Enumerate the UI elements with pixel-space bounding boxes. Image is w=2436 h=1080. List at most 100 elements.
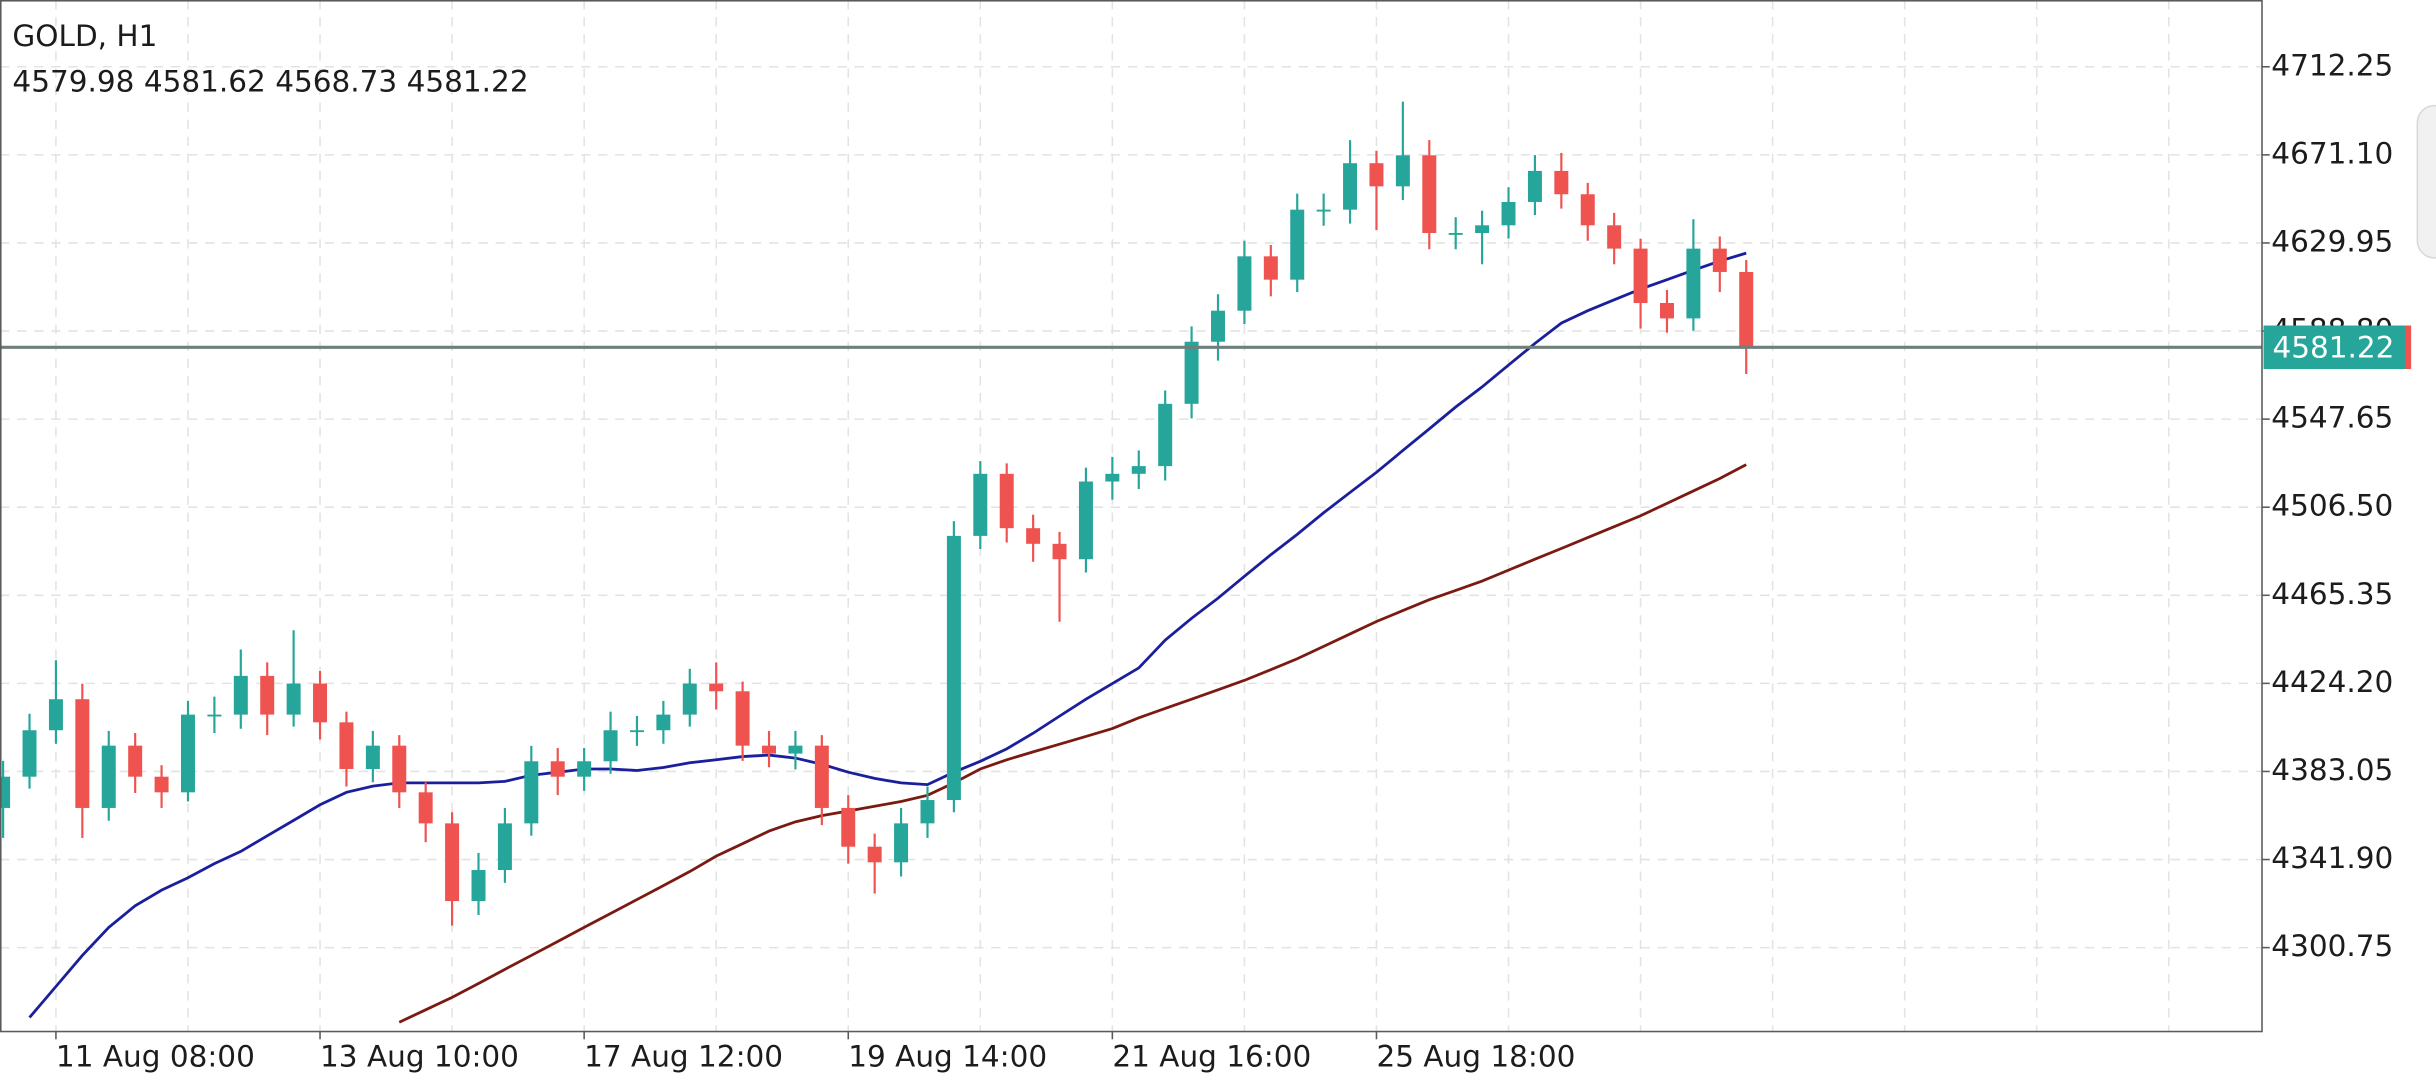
candle-body (1686, 248, 1701, 319)
candle-body (762, 745, 777, 754)
y-tick-label: 4547.65 (2271, 401, 2393, 435)
candle-body (1554, 170, 1569, 195)
candle-body (1343, 163, 1358, 210)
candle-body (577, 761, 592, 777)
candle-body (286, 683, 301, 715)
candle-body (1475, 225, 1490, 233)
candle-body (1448, 232, 1463, 235)
candle-body (735, 691, 750, 746)
y-tick-label: 4300.75 (2271, 929, 2393, 963)
y-tick-label: 4629.95 (2271, 224, 2393, 258)
y-tick-label: 4712.25 (2271, 48, 2393, 82)
header-low: 4568.73 (275, 64, 397, 98)
y-tick-label: 4506.50 (2271, 489, 2393, 523)
candle-body (339, 722, 354, 769)
candle-body (1290, 209, 1305, 280)
price-tag (2263, 325, 2407, 370)
candle-body (1395, 155, 1410, 187)
candle-body (973, 473, 988, 536)
candle-body (0, 776, 11, 808)
candle-body (392, 745, 407, 793)
candle-body (1369, 163, 1384, 187)
x-tick-label: 11 Aug 08:00 (56, 1039, 255, 1073)
candle-body (1659, 302, 1674, 319)
plot-area (0, 101, 2262, 1024)
moving-average-line (398, 463, 1747, 1024)
candle-body (75, 699, 90, 808)
x-tick-label: 21 Aug 16:00 (1112, 1039, 1311, 1073)
candle-body (418, 792, 433, 824)
candle-body (946, 535, 961, 801)
candle-body (1184, 341, 1199, 404)
candle-body (1158, 403, 1173, 467)
candle-body (497, 823, 512, 871)
x-tick-label: 13 Aug 10:00 (320, 1039, 519, 1073)
candle-body (445, 823, 460, 902)
axes: 4300.75 4341.90 4383.05 4424.20 4465.35 4506.… (55, 48, 2412, 1073)
candle-body (128, 745, 143, 777)
candle-body (180, 714, 195, 793)
candle-body (22, 730, 37, 777)
candle-body (1633, 248, 1648, 303)
y-tick-label: 4465.35 (2271, 577, 2393, 611)
candle-body (154, 776, 169, 793)
y-tick-label: 4424.20 (2271, 665, 2393, 699)
candle-body (629, 730, 644, 733)
candle-body (1131, 466, 1146, 474)
candle-body (603, 730, 618, 762)
candle-body (550, 761, 565, 777)
candle-body (48, 699, 63, 731)
ohlc-header: 4579.98 4581.62 4568.73 4581.22 (12, 64, 528, 98)
candle-body (1026, 528, 1041, 544)
candle-body (524, 761, 539, 824)
candle-body (814, 745, 829, 808)
candle-body (1422, 155, 1437, 233)
plot-frame (0, 0, 2263, 1033)
candle-body (999, 473, 1014, 529)
price-tag-edge (2404, 325, 2412, 370)
candle-body (841, 807, 856, 847)
candle-body (365, 745, 380, 769)
candle-body (101, 745, 116, 808)
candle-body (1580, 194, 1595, 226)
candle-body (1052, 543, 1067, 560)
candle-body (1527, 170, 1542, 202)
candle-body (471, 870, 486, 902)
side-handle[interactable] (2416, 104, 2436, 259)
candle-body (1263, 256, 1278, 280)
candle-body (682, 683, 697, 715)
x-tick-label: 19 Aug 14:00 (848, 1039, 1047, 1073)
candle-body (1501, 201, 1516, 226)
candle-body (1712, 248, 1727, 272)
price-tag-label: 4581.22 (2272, 330, 2394, 364)
x-tick-label: 25 Aug 18:00 (1376, 1039, 1575, 1073)
candle-body (709, 683, 724, 692)
candle-body (867, 846, 882, 863)
candle-body (260, 675, 275, 715)
candle-body (1316, 209, 1331, 212)
candle-body (1739, 271, 1754, 348)
candle-body (656, 714, 671, 731)
candle-body (788, 745, 803, 754)
candle-body (207, 714, 222, 717)
candle-body (894, 823, 909, 863)
candle-body (1105, 473, 1120, 482)
header-open: 4579.98 (12, 64, 134, 98)
moving-average-line (28, 251, 1747, 1019)
candle-body (233, 675, 248, 715)
candle-body (1078, 481, 1093, 560)
candle-body (313, 683, 328, 723)
y-tick-label: 4671.10 (2271, 136, 2393, 170)
candle-body (1237, 256, 1252, 311)
x-tick-label: 17 Aug 12:00 (584, 1039, 783, 1073)
symbol-title: GOLD, H1 (12, 19, 157, 53)
candle-body (1211, 310, 1225, 342)
y-tick-label: 4341.90 (2271, 841, 2393, 875)
candle-body (1607, 225, 1622, 249)
candle-body (920, 800, 935, 824)
y-tick-label: 4383.05 (2271, 753, 2393, 787)
header-close: 4581.22 (407, 64, 529, 98)
header-high: 4581.62 (144, 64, 266, 98)
